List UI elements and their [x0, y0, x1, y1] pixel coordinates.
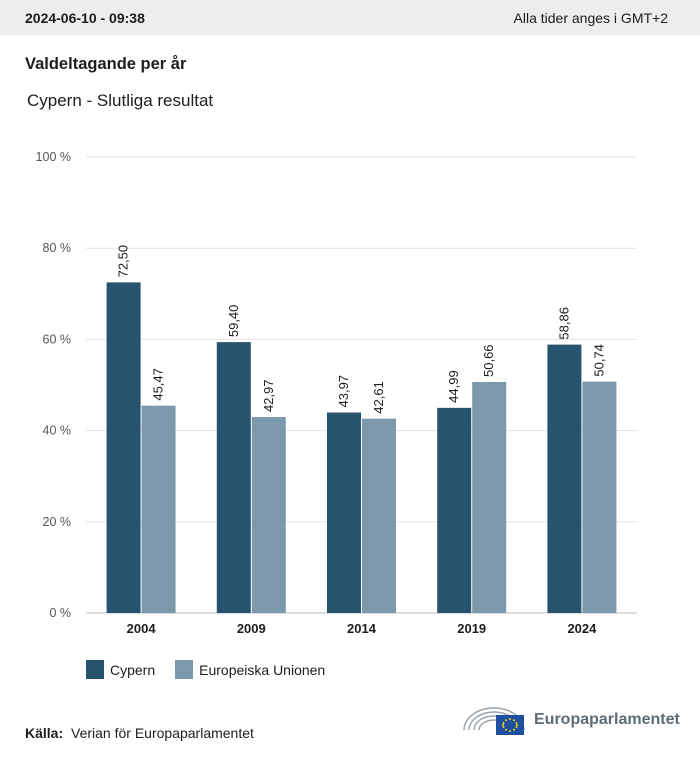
y-tick-label: 20 %	[43, 515, 72, 529]
x-tick-label: 2004	[127, 621, 157, 636]
data-label: 42,61	[371, 381, 386, 414]
chart-subtitle: Cypern - Slutliga resultat	[27, 91, 214, 110]
timestamp: 2024-06-10 - 09:38	[25, 9, 145, 26]
y-tick-label: 60 %	[43, 332, 72, 346]
x-tick-label: 2014	[347, 621, 377, 636]
data-label: 59,40	[226, 305, 241, 338]
x-tick-label: 2009	[237, 621, 266, 636]
data-label: 72,50	[116, 245, 131, 278]
header-bar: 2024-06-10 - 09:38 Alla tider anges i GM…	[0, 0, 700, 35]
x-tick-label: 2019	[457, 621, 486, 636]
bar-eu	[362, 418, 396, 613]
bar-cypern	[106, 282, 141, 613]
data-label: 50,74	[591, 344, 606, 377]
legend-item-cypern: Cypern	[86, 660, 155, 679]
x-tick-label: 2024	[567, 621, 597, 636]
brand: Europaparlamentet	[460, 700, 680, 740]
bar-cypern	[437, 407, 472, 613]
bar-chart: 0 % 20 % 40 % 60 % 80 % 100 % 2004 72,50 45,47 20…	[36, 150, 637, 636]
y-tick-label: 80 %	[43, 241, 72, 255]
source-text: Verian för Europaparlamentet	[71, 725, 254, 741]
bar-cypern	[216, 342, 251, 613]
bar-cypern	[327, 412, 361, 613]
y-tick-label: 40 %	[43, 424, 72, 438]
y-tick-label: 0 %	[49, 606, 71, 620]
data-label: 44,99	[446, 370, 461, 403]
y-tick-label: 100 %	[36, 150, 71, 164]
source-label: Källa:	[25, 725, 64, 741]
bar-cypern	[547, 344, 582, 613]
brand-name: Europaparlamentet	[534, 711, 680, 728]
european-parliament-logo-icon	[463, 707, 525, 735]
bar-eu	[251, 417, 286, 613]
bar-eu	[472, 381, 507, 613]
bar-eu	[582, 381, 617, 613]
legend-item-eu: Europeiska Unionen	[175, 660, 325, 679]
data-label: 45,47	[151, 368, 166, 401]
bar-eu	[141, 405, 176, 613]
data-label: 42,97	[261, 380, 276, 413]
legend: Cypern Europeiska Unionen	[86, 660, 345, 679]
legend-label-cypern: Cypern	[110, 661, 156, 678]
source-note: Källa: Verian för Europaparlamentet	[25, 725, 254, 741]
timezone-note: Alla tider anges i GMT+2	[513, 9, 668, 26]
legend-label-eu: Europeiska Unionen	[199, 661, 326, 678]
chart-title: Valdeltagande per år	[25, 55, 187, 73]
legend-swatch-cypern	[86, 660, 104, 679]
legend-swatch-eu	[175, 660, 194, 679]
data-label: 50,66	[481, 344, 496, 377]
data-label: 58,86	[556, 307, 571, 340]
data-label: 43,97	[336, 375, 351, 408]
